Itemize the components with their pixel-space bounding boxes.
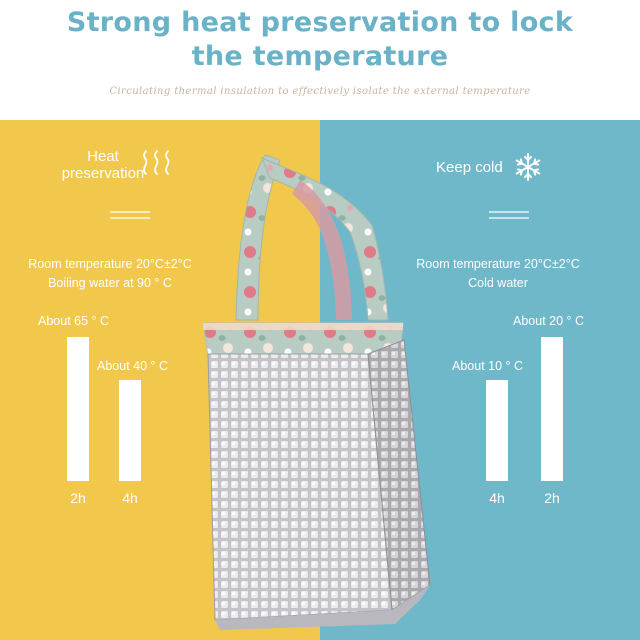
heat-title-line-2: preservation xyxy=(61,165,145,182)
page-subtitle: Circulating thermal insulation to effect… xyxy=(109,86,531,97)
heat-preservation-panel xyxy=(0,120,320,640)
heat-bar-time: 4h xyxy=(122,490,138,506)
cold-bar-label: About 20 ° C xyxy=(513,314,585,328)
cold-bar xyxy=(486,380,508,481)
cold-bar-label: About 10 ° C xyxy=(452,359,524,373)
keep-cold-title: Keep cold xyxy=(436,159,503,176)
heat-condition-line-1: Room temperature 20°C±2°C xyxy=(28,257,192,271)
page-title: Strong heat preservation to lock the tem… xyxy=(0,6,640,74)
heat-bar xyxy=(119,380,141,481)
cold-condition-line-1: Room temperature 20°C±2°C xyxy=(416,257,580,271)
heat-divider-lines xyxy=(110,211,150,219)
heat-bar-label: About 65 ° C xyxy=(38,314,110,328)
cold-divider-lines xyxy=(489,211,529,219)
cold-bar-time: 2h xyxy=(544,490,560,506)
heat-bar-time: 2h xyxy=(70,490,86,506)
heat-title-line-1: Heat xyxy=(87,148,119,165)
heat-conditions: Room temperature 20°C±2°C Boiling water … xyxy=(10,255,210,293)
title-line-1: Strong heat preservation to lock xyxy=(66,7,574,38)
heat-preservation-title: Heat preservation xyxy=(58,148,148,182)
heat-condition-line-2: Boiling water at 90 ° C xyxy=(48,276,172,290)
cold-bar xyxy=(541,337,563,481)
keep-cold-panel xyxy=(320,120,640,640)
heat-bar-label: About 40 ° C xyxy=(97,359,169,373)
steam-icon xyxy=(142,150,170,175)
cold-conditions: Room temperature 20°C±2°C Cold water xyxy=(398,255,598,293)
cold-bar-time: 4h xyxy=(489,490,505,506)
snowflake-icon xyxy=(515,153,541,181)
heat-bar xyxy=(67,337,89,481)
cold-condition-line-2: Cold water xyxy=(468,276,528,290)
title-line-2: the temperature xyxy=(191,41,449,72)
